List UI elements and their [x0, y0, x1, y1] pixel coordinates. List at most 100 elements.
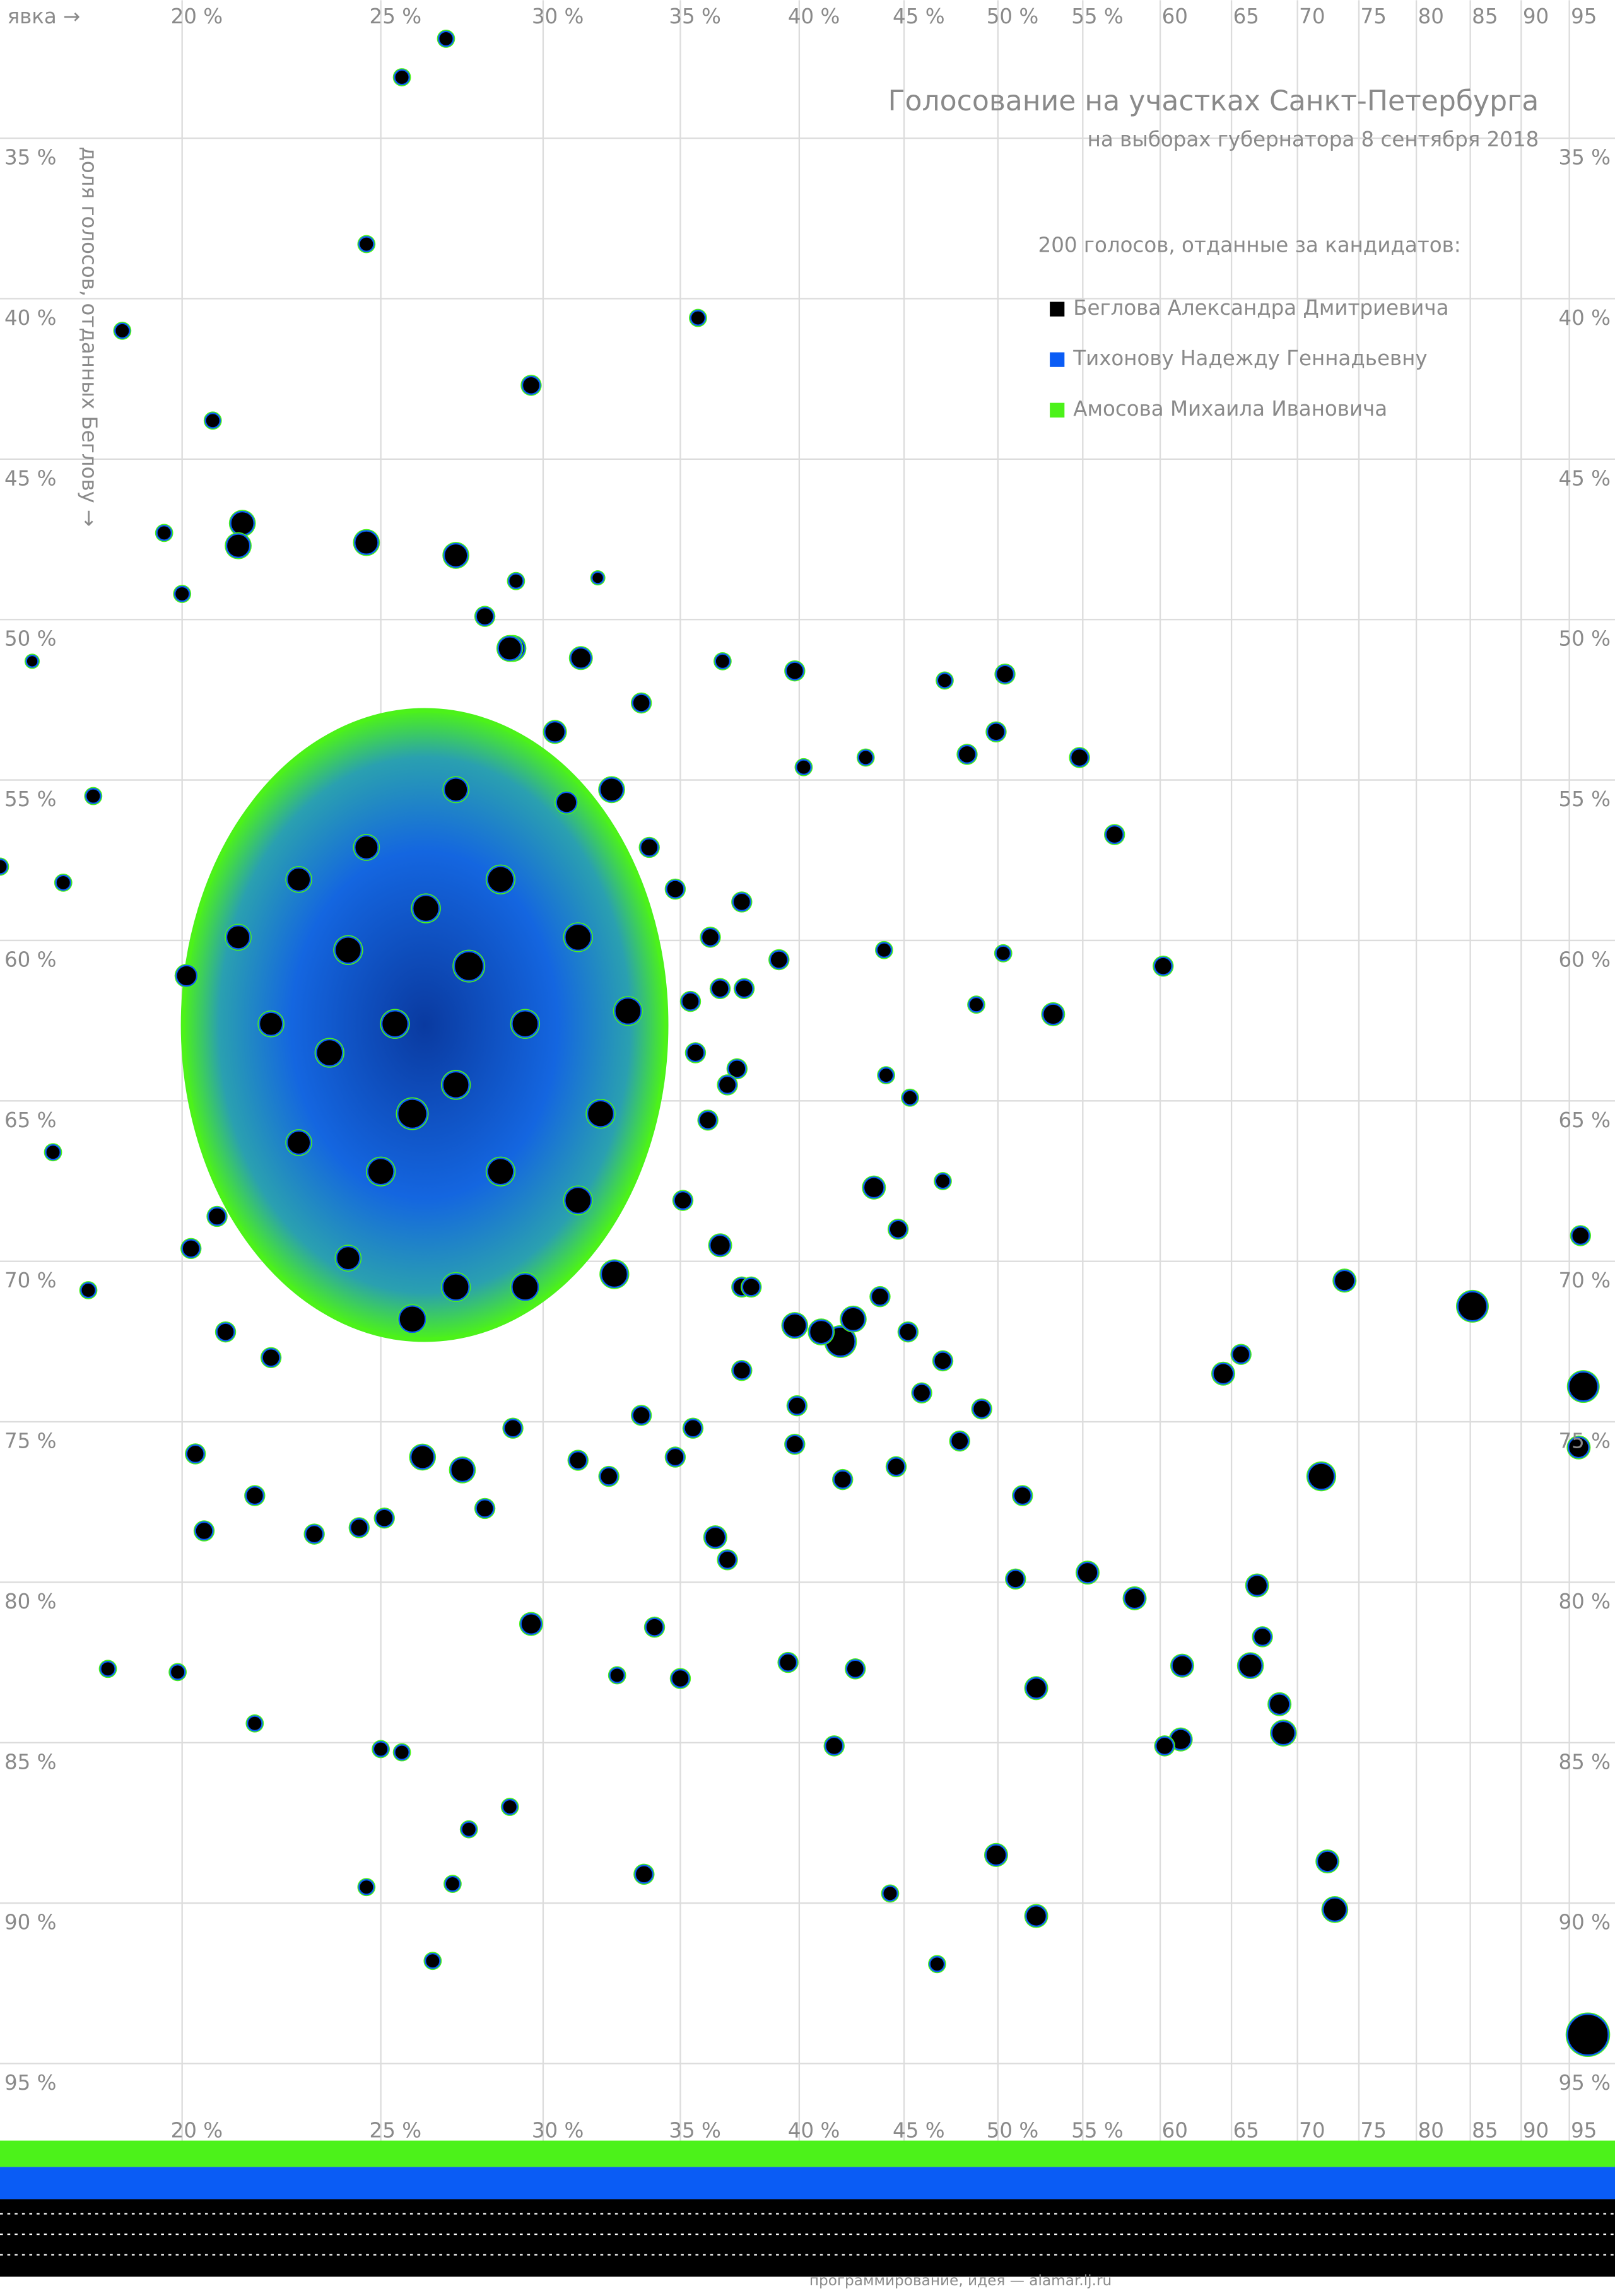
x-tick-label: 70: [1299, 4, 1325, 28]
bubble: [1013, 1485, 1032, 1506]
bubble: [898, 1322, 918, 1342]
bubble: [354, 530, 379, 555]
x-tick-label: 80: [1418, 2119, 1444, 2143]
bubble: [216, 1322, 235, 1342]
bubble: [640, 838, 659, 857]
bubble: [769, 950, 789, 969]
bubble: [717, 1550, 737, 1569]
bubble: [181, 1239, 201, 1258]
bubble: [1271, 1720, 1296, 1746]
bubble: [882, 1885, 898, 1902]
bubble: [796, 759, 812, 776]
bubble: [901, 1089, 919, 1106]
bubble: [544, 720, 567, 743]
bubble: [634, 1865, 654, 1884]
bubble: [1567, 1436, 1590, 1459]
strip-green: [0, 2140, 1615, 2167]
y-tick-label: 65 %: [4, 1108, 57, 1132]
bubble: [372, 1741, 389, 1757]
bubble: [194, 1521, 214, 1541]
bubble: [521, 375, 541, 395]
x-tick-label: 45 %: [893, 4, 945, 28]
bubble: [442, 1273, 470, 1301]
x-tick-label: 20 %: [171, 2119, 223, 2143]
bubble: [334, 936, 362, 964]
bubble: [698, 1110, 718, 1130]
bubble: [683, 1419, 703, 1438]
legend-label: Тихонову Надежду Геннадьевну: [1072, 346, 1427, 370]
bubble: [85, 788, 102, 804]
bubble: [957, 744, 977, 764]
bubble: [225, 533, 251, 558]
bubble: [1253, 1627, 1272, 1646]
x-tick-label: 90: [1523, 2119, 1549, 2143]
bubble: [0, 858, 8, 875]
distribution-strip: [0, 2140, 1615, 2277]
bubble: [912, 1383, 932, 1403]
y-axis-label: доля голосов, отданных Беглову →: [77, 146, 101, 527]
chart-title: Голосование на участках Санкт-Петербурга: [888, 85, 1539, 117]
bubble: [785, 661, 804, 681]
y-tick-label: 75 %: [4, 1429, 57, 1453]
bubble: [985, 1844, 1007, 1866]
x-tick-label: 90: [1523, 4, 1549, 28]
bubble: [717, 1075, 737, 1094]
bubble: [1042, 1003, 1064, 1026]
bubble: [486, 865, 515, 894]
bubble: [870, 1287, 890, 1306]
x-tick-label: 60: [1162, 2119, 1188, 2143]
x-tick-label: 50 %: [987, 2119, 1039, 2143]
bubble: [673, 1190, 693, 1210]
bubble: [1571, 1226, 1590, 1246]
legend-swatch: [1050, 352, 1065, 367]
legend-title: 200 голосов, отданные за кандидатов:: [1038, 233, 1461, 257]
bubble: [1307, 1462, 1336, 1491]
bubble: [704, 1526, 727, 1549]
bubble: [1153, 956, 1173, 976]
bubble: [497, 636, 522, 661]
bubble: [397, 1098, 428, 1130]
x-tick-label: 45 %: [893, 2119, 945, 2143]
x-tick-label: 55 %: [1071, 2119, 1124, 2143]
bubble: [25, 654, 39, 668]
bubble: [599, 777, 625, 802]
bubble: [709, 1234, 731, 1256]
bubble: [933, 1351, 953, 1371]
bubble: [169, 1664, 186, 1680]
bubble: [1076, 1561, 1099, 1584]
legend: Беглова Александра Дмитриевича Тихонову Н…: [1050, 296, 1449, 421]
bubble: [442, 1070, 470, 1099]
x-tick-label: 35 %: [669, 2119, 721, 2143]
bubble: [1457, 1291, 1488, 1322]
bubble: [398, 1305, 426, 1333]
x-tick-label: 75: [1361, 2119, 1387, 2143]
y-tick-label: 75 %: [1559, 1429, 1611, 1453]
bubble: [175, 964, 198, 987]
bubble: [1333, 1269, 1356, 1292]
bubbles: [0, 30, 1611, 2057]
bubble: [450, 1457, 475, 1483]
y-tick-label: 80 %: [1559, 1590, 1611, 1614]
x-tick-label: 40 %: [788, 4, 840, 28]
bubble: [520, 1613, 543, 1635]
bubble: [1238, 1653, 1263, 1678]
bubble: [1316, 1850, 1339, 1873]
bubble: [570, 647, 592, 669]
bubble: [845, 1659, 865, 1678]
bubble: [732, 1361, 751, 1380]
x-tick-label: 75: [1361, 4, 1387, 28]
x-tick-label: 85: [1472, 4, 1498, 28]
bubble: [503, 1419, 523, 1438]
bubble: [80, 1282, 97, 1299]
bubble: [568, 1451, 588, 1470]
bubble: [230, 510, 255, 536]
bubble: [681, 992, 700, 1011]
bubble: [614, 997, 642, 1025]
bubble: [358, 1878, 375, 1895]
bubble: [438, 30, 454, 47]
x-tick-label: 25 %: [370, 2119, 422, 2143]
legend-label: Амосова Михаила Ивановича: [1073, 397, 1387, 421]
bubble: [741, 1277, 761, 1297]
bubble: [185, 1444, 205, 1464]
bubble: [1105, 824, 1124, 845]
